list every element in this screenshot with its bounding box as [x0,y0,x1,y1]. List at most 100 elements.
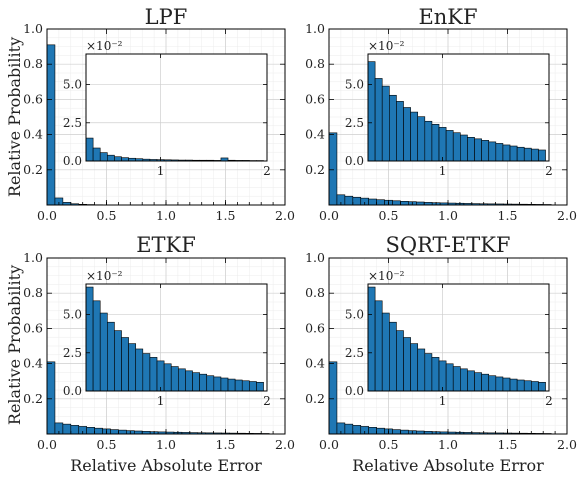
inset-multiplier-label: ×10⁻² [86,39,123,53]
inset-x-tick-label: 2 [545,394,553,408]
inset-y-tick-label: 0.0 [63,154,82,168]
inset-histogram-bar [382,86,389,161]
inset-histogram-bar [107,155,114,161]
histogram-bar [71,425,79,434]
panel-title: SQRT-ETKF [385,233,510,257]
inset-histogram-bar [467,371,474,391]
histogram-bar [400,201,408,205]
inset-histogram-bar [489,376,496,391]
x-tick-label: 1.5 [498,437,518,452]
x-tick-label: 0.0 [37,437,57,452]
histogram-bar [63,424,71,434]
inset-histogram-bar [418,117,425,161]
histogram-bar [392,201,400,205]
inset-histogram-bar [389,322,396,391]
inset-histogram-bar [460,369,467,391]
inset-y-tick-label: 0.0 [345,154,364,168]
inset-multiplier-label: ×10⁻² [368,269,405,283]
inset-histogram-bar [432,124,439,161]
x-tick-label: 2.0 [275,437,295,452]
inset-histogram-bar [425,354,432,391]
inset-histogram-bar [496,143,503,161]
x-tick-label: 0.5 [97,437,117,452]
inset-histogram-bar [496,377,503,391]
x-tick-label: 0.5 [97,208,117,223]
x-tick-label: 2.0 [557,437,577,452]
y-tick-label: 0.6 [23,91,43,106]
inset-histogram-bar [418,349,425,391]
histogram-bar [118,430,126,434]
histogram-bar [369,199,377,205]
inset-histogram-bar [531,382,538,391]
axes-layer [47,29,567,434]
inset-histogram-bar [404,338,411,392]
inset-histogram-bar [517,380,524,391]
y-tick-label: 1.0 [305,21,325,36]
inset-histogram-bar [86,138,93,161]
inset-multiplier-label: ×10⁻² [86,269,123,283]
x-tick-label: 0.0 [319,208,339,223]
inset-histogram-bar [122,338,129,392]
inset-histogram-bar [93,301,100,391]
inset-histogram-bar [375,301,382,391]
inset-histogram-bar [482,140,489,161]
inset-histogram-bar [249,382,256,391]
y-tick-label: 0.4 [23,127,43,142]
inset-histogram-bar [136,349,143,391]
x-tick-label: 1.0 [438,437,458,452]
inset-histogram-bar [235,380,242,391]
histogram-bar [353,197,361,205]
inset-histogram-bar [503,145,510,161]
y-tick-label: 0.8 [23,285,43,300]
y-tick-label: 0.8 [305,56,325,71]
inset-histogram-bar [193,373,200,391]
y-axis-label-top: Relative Probability [5,37,24,197]
inset-histogram-bar [129,344,136,391]
inset-histogram-bar [475,373,482,391]
inset-histogram-bar [439,361,446,391]
histogram-bar [95,428,103,434]
inset-histogram-bar [242,381,249,391]
inset-histogram-bar [446,130,453,161]
y-tick-label: 0.6 [23,320,43,335]
inset-histogram-bar [411,112,418,161]
histogram-bar [377,428,385,434]
inset-histogram-bar [114,331,121,391]
inset-histogram-bar [157,361,164,391]
inset-histogram-bar [538,382,545,391]
x-tick-label: 0.0 [37,208,57,223]
x-tick-label: 2.0 [557,208,577,223]
inset-histogram-bar [510,146,517,161]
y-tick-label: 0.4 [23,356,43,371]
histogram-bar [345,196,353,205]
inset-histogram-bar [100,153,107,161]
y-tick-label: 1.0 [23,250,43,265]
histogram-bar [369,427,377,434]
histogram-bar [400,430,408,434]
y-tick-label: 0.2 [23,162,43,177]
x-tick-label: 1.5 [498,208,518,223]
y-tick-label: 0.4 [305,127,325,142]
inset-y-tick-label: 2.5 [63,116,82,130]
inset-histogram-bar [411,344,418,391]
inset-histogram-bar [453,367,460,391]
x-tick-label: 1.5 [216,208,236,223]
inset-histogram-bar [396,331,403,391]
histogram-bar [353,425,361,434]
inset-histogram-bar [453,133,460,161]
inset-y-tick-label: 5.0 [345,78,364,92]
inset-histogram-bar [439,127,446,161]
inset-histogram-bar [382,313,389,391]
x-axis-label-right: Relative Absolute Error [352,456,544,475]
inset-y-tick-label: 5.0 [345,308,364,322]
x-tick-label: 2.0 [275,208,295,223]
inset-histogram-bar [114,157,121,161]
inset-x-tick-label: 2 [263,394,271,408]
panel-title: ETKF [136,233,196,257]
inset-histogram-bar [368,287,375,391]
inset-y-tick-label: 2.5 [345,116,364,130]
inset-histogram-bar [531,149,538,161]
histogram-bar [110,430,118,434]
inset-histogram-bar [164,364,171,391]
inset-histogram-bar [200,374,207,391]
